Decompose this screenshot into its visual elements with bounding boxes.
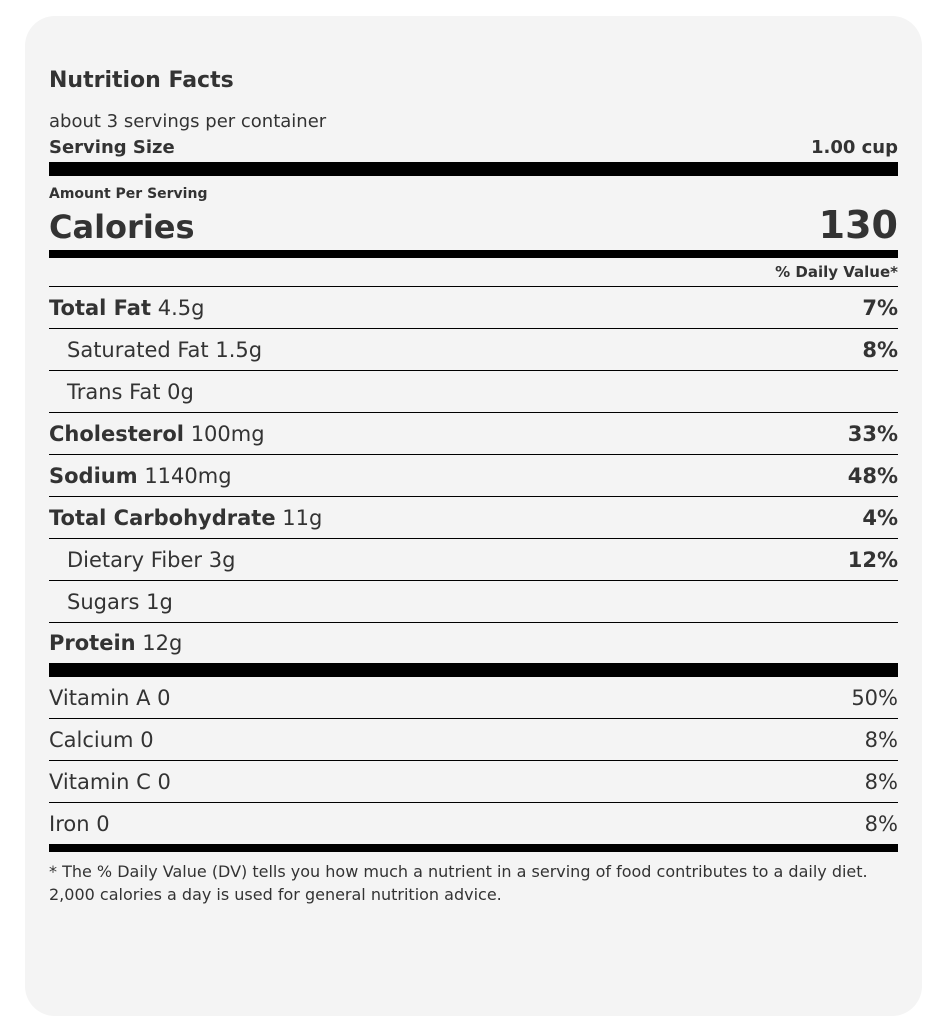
nutrient-row-trans-fat: Trans Fat 0g <box>49 371 898 413</box>
nutrient-dv: 4% <box>862 505 898 530</box>
nutrient-dv: 48% <box>847 463 898 488</box>
nutrient-row-protein: Protein 12g <box>49 623 898 677</box>
nutrient-dv: 8% <box>862 337 898 362</box>
vitamin-name: Vitamin A <box>49 685 151 710</box>
vitamin-amount: 0 <box>140 727 154 752</box>
serving-size-row: Serving Size 1.00 cup <box>49 134 898 176</box>
daily-value-header: % Daily Value* <box>49 258 898 287</box>
nutrition-label: Nutrition Facts about 3 servings per con… <box>49 66 898 906</box>
nutrient-name: Saturated Fat <box>67 337 209 362</box>
nutrient-amount: 0g <box>167 379 194 404</box>
nutrient-name: Total Carbohydrate <box>49 505 276 530</box>
nutrient-name: Protein <box>49 631 136 655</box>
nutrient-amount: 1.5g <box>215 337 263 362</box>
vitamin-row-iron: Iron 0 8% <box>49 803 898 852</box>
vitamin-amount: 0 <box>157 769 171 794</box>
nutrient-amount: 1140mg <box>144 463 232 488</box>
nutrient-dv: 7% <box>862 295 898 320</box>
vitamin-name: Calcium <box>49 727 134 752</box>
vitamin-row-calcium: Calcium 0 8% <box>49 719 898 761</box>
nutrient-row-sugars: Sugars 1g <box>49 581 898 623</box>
servings-per-container: about 3 servings per container <box>49 111 327 132</box>
vitamin-dv: 8% <box>864 811 898 836</box>
serving-size-value: 1.00 cup <box>810 137 898 158</box>
nutrient-amount: 4.5g <box>157 295 205 320</box>
vitamin-dv: 8% <box>864 727 898 752</box>
nutrient-row-sodium: Sodium 1140mg 48% <box>49 455 898 497</box>
nutrient-dv: 33% <box>847 421 898 446</box>
nutrient-amount: 100mg <box>190 421 265 446</box>
calories-value: 130 <box>818 203 898 247</box>
vitamin-row-vitamin-a: Vitamin A 0 50% <box>49 677 898 719</box>
label-title: Nutrition Facts <box>49 68 234 93</box>
nutrient-row-saturated-fat: Saturated Fat 1.5g 8% <box>49 329 898 371</box>
vitamin-dv: 8% <box>864 769 898 794</box>
nutrient-row-dietary-fiber: Dietary Fiber 3g 12% <box>49 539 898 581</box>
nutrient-amount: 11g <box>282 505 323 530</box>
nutrient-dv: 12% <box>847 547 898 572</box>
nutrient-name: Sodium <box>49 463 138 488</box>
nutrient-name: Total Fat <box>49 295 152 320</box>
daily-value-footnote: * The % Daily Value (DV) tells you how m… <box>49 862 868 904</box>
vitamin-dv: 50% <box>851 685 898 710</box>
nutrient-amount: 3g <box>208 547 236 572</box>
nutrient-row-total-fat: Total Fat 4.5g 7% <box>49 287 898 329</box>
nutrient-row-cholesterol: Cholesterol 100mg 33% <box>49 413 898 455</box>
nutrient-name: Cholesterol <box>49 421 184 446</box>
amount-per-serving: Amount Per Serving <box>49 186 208 202</box>
vitamin-row-vitamin-c: Vitamin C 0 8% <box>49 761 898 803</box>
nutrient-name: Dietary Fiber <box>67 547 203 572</box>
vitamin-amount: 0 <box>96 811 110 836</box>
nutrient-amount: 1g <box>146 589 173 614</box>
vitamin-name: Iron <box>49 811 90 836</box>
nutrient-amount: 12g <box>142 631 183 655</box>
vitamin-name: Vitamin C <box>49 769 151 794</box>
serving-size-label: Serving Size <box>49 137 175 158</box>
calories-row: Calories 130 <box>49 203 898 258</box>
nutrient-row-total-carbohydrate: Total Carbohydrate 11g 4% <box>49 497 898 539</box>
vitamin-amount: 0 <box>157 685 171 710</box>
calories-label: Calories <box>49 208 195 246</box>
nutrient-name: Sugars <box>67 589 140 614</box>
nutrient-name: Trans Fat <box>67 379 161 404</box>
